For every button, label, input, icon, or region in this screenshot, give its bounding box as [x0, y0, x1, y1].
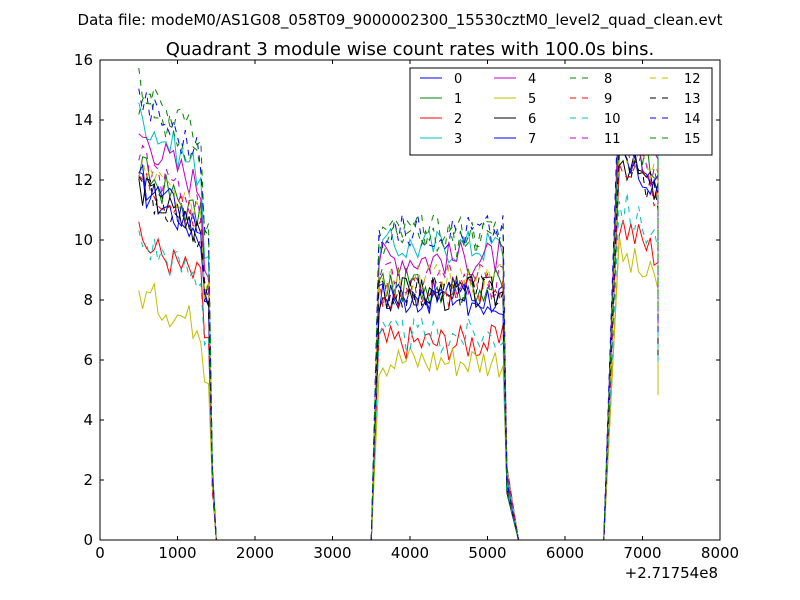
series-line-10 [138, 192, 659, 541]
x-tick-label: 6000 [546, 544, 584, 562]
series-line-0 [138, 119, 659, 541]
legend-label-7: 7 [528, 132, 536, 147]
series-line-4 [138, 90, 659, 541]
y-tick-label: 4 [83, 411, 93, 429]
y-tick-label: 16 [74, 51, 93, 69]
legend-label-13: 13 [684, 92, 701, 107]
series-line-11 [138, 129, 659, 541]
y-tick-label: 2 [83, 471, 93, 489]
x-tick-label: 2000 [236, 544, 274, 562]
legend-label-9: 9 [604, 92, 612, 107]
legend-label-14: 14 [684, 112, 701, 127]
x-tick-label: 7000 [623, 544, 661, 562]
legend-label-2: 2 [454, 112, 462, 127]
series-line-5 [138, 236, 659, 541]
y-tick-label: 6 [83, 351, 93, 369]
x-tick-label: 3000 [313, 544, 351, 562]
series-line-7 [138, 149, 659, 541]
legend-label-3: 3 [454, 132, 462, 147]
legend-label-0: 0 [454, 72, 462, 87]
legend-label-12: 12 [684, 72, 701, 87]
x-tick-label: 8000 [701, 544, 739, 562]
legend-label-11: 11 [604, 132, 621, 147]
series-line-12 [138, 131, 659, 541]
legend-label-8: 8 [604, 72, 612, 87]
legend-label-5: 5 [528, 92, 536, 107]
x-tick-label: 0 [95, 544, 105, 562]
y-tick-label: 8 [83, 291, 93, 309]
legend-label-6: 6 [528, 112, 536, 127]
x-offset-label: +2.71754e8 [625, 564, 718, 582]
series-line-1 [138, 109, 659, 541]
y-tick-label: 14 [74, 111, 93, 129]
series-line-15 [138, 67, 659, 541]
series-line-13 [138, 140, 659, 541]
x-tick-label: 4000 [391, 544, 429, 562]
legend-box [409, 67, 713, 156]
axis-ticks: 0 1000 2000 3000 4000 5000 6000 7000 80000246810… [74, 51, 739, 562]
x-tick-label: 1000 [158, 544, 196, 562]
legend-label-4: 4 [528, 72, 536, 87]
y-tick-label: 0 [83, 531, 93, 549]
series-lines [138, 67, 659, 541]
legend-label-15: 15 [684, 132, 701, 147]
x-tick-label: 5000 [468, 544, 506, 562]
figure-suptitle: Data file: modeM0/AS1G08_058T09_90000023… [78, 11, 723, 30]
chart-title: Quadrant 3 module wise count rates with … [166, 39, 655, 60]
y-tick-label: 10 [74, 231, 93, 249]
legend-label-1: 1 [454, 92, 462, 107]
series-line-6 [138, 151, 659, 541]
series-line-14 [138, 70, 659, 541]
legend-label-10: 10 [604, 112, 621, 127]
y-tick-label: 12 [74, 171, 93, 189]
